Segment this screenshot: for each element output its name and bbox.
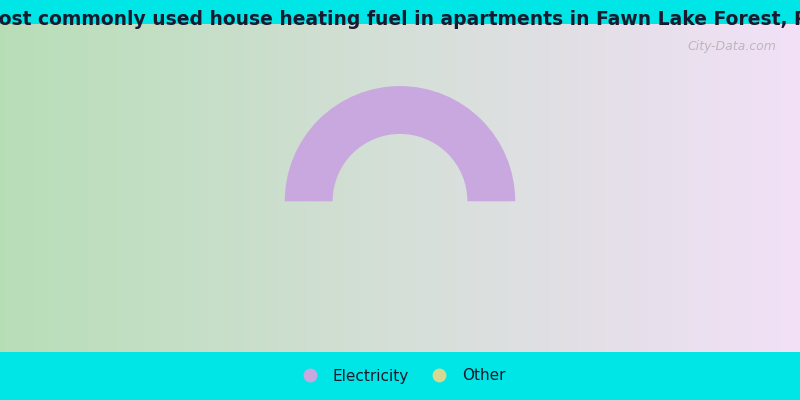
Text: City-Data.com: City-Data.com (687, 40, 776, 54)
Legend: Electricity, Other: Electricity, Other (288, 362, 512, 390)
Wedge shape (285, 86, 515, 201)
Text: Most commonly used house heating fuel in apartments in Fawn Lake Forest, PA: Most commonly used house heating fuel in… (0, 10, 800, 29)
